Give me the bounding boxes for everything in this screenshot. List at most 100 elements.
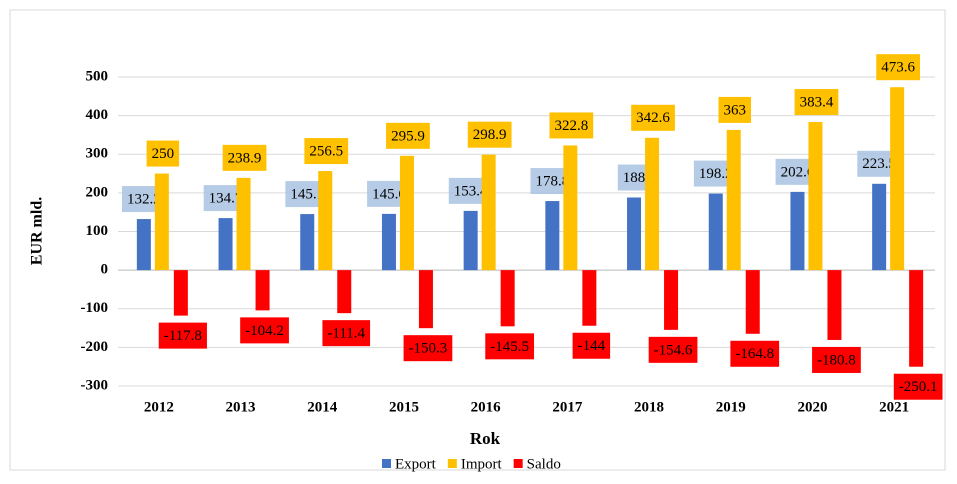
data-label: 153.4 [454, 183, 488, 199]
bar [664, 270, 679, 330]
data-label: -250.1 [899, 379, 938, 395]
bar [582, 270, 597, 326]
x-tick-label: 2021 [879, 399, 909, 415]
data-label-bg [794, 89, 839, 116]
y-tick-label: 500 [86, 68, 109, 84]
bar [481, 154, 496, 271]
bar [337, 270, 352, 314]
data-label-bg [158, 322, 207, 349]
data-label-bg [876, 54, 921, 81]
bar [872, 183, 887, 271]
data-label: 145.1 [290, 187, 324, 203]
data-label-bg [730, 340, 780, 367]
bar [136, 219, 151, 271]
bar [173, 270, 188, 316]
x-tick-label: 2016 [471, 399, 502, 415]
y-tick-label: 400 [86, 107, 109, 123]
data-label-bg [222, 144, 267, 171]
bar [255, 270, 270, 311]
data-label-bg [386, 122, 430, 149]
data-label: 298.9 [473, 127, 507, 143]
bar [645, 137, 660, 271]
data-label-bg [617, 164, 651, 191]
data-label: 145.6 [372, 186, 406, 202]
data-label: 178.8 [535, 174, 569, 190]
y-tick-label: -300 [81, 377, 109, 393]
data-label: -150.3 [409, 341, 448, 357]
legend-label: Saldo [527, 456, 561, 472]
data-label-bg [572, 332, 611, 359]
data-label-bg [893, 373, 943, 400]
bar [808, 122, 823, 271]
data-label: 132.2 [127, 192, 161, 208]
data-label: -144 [578, 338, 606, 354]
data-label: 250 [152, 146, 175, 162]
data-label: -154.6 [654, 342, 693, 358]
bar [563, 145, 578, 271]
x-tick-label: 2018 [634, 399, 664, 415]
data-label: 223.5 [862, 156, 896, 172]
bar [418, 270, 433, 329]
legend-swatch [382, 459, 391, 468]
x-tick-label: 2017 [552, 399, 583, 415]
data-label: -145.5 [490, 339, 529, 355]
bar [890, 87, 905, 271]
data-label-bg [467, 121, 512, 148]
y-tick-label: 200 [86, 184, 109, 200]
data-label-bg [812, 346, 861, 373]
data-label: 134.7 [209, 191, 243, 207]
data-label: -180.8 [817, 352, 856, 368]
data-label-bg [648, 336, 698, 363]
x-tick-label: 2014 [307, 399, 338, 415]
bar [154, 173, 169, 271]
bar [545, 201, 560, 271]
bar [463, 210, 478, 271]
bar [500, 270, 515, 327]
x-tick-label: 2013 [226, 399, 256, 415]
y-tick-label: -200 [81, 339, 109, 355]
x-tick-label: 2020 [797, 399, 827, 415]
data-label: -164.8 [735, 346, 774, 362]
data-label: -111.4 [327, 326, 365, 342]
bar [827, 270, 842, 340]
data-label: -117.8 [164, 328, 202, 344]
data-label-bg [485, 333, 535, 360]
bar [726, 129, 741, 271]
data-label-bg [322, 320, 371, 347]
data-label: 322.8 [554, 118, 588, 134]
legend-swatch [513, 459, 523, 468]
data-label: 383.4 [800, 94, 834, 110]
y-axis-title: EUR mld. [29, 197, 46, 265]
data-label: 202.6 [781, 164, 815, 180]
data-label-bg [718, 96, 751, 123]
bar [790, 191, 805, 271]
bar [399, 155, 414, 271]
x-tick-label: 2015 [389, 399, 419, 415]
x-tick-label: 2012 [144, 399, 174, 415]
y-tick-label: -100 [81, 300, 109, 316]
data-label-bg [304, 138, 349, 165]
bar [745, 270, 760, 334]
x-axis-title: Rok [470, 429, 501, 448]
bar [318, 171, 333, 271]
x-tick-label: 2019 [716, 399, 746, 415]
data-label-bg [146, 140, 180, 167]
data-label: 473.6 [881, 60, 915, 76]
y-tick-label: 300 [86, 146, 109, 162]
y-tick-label: 0 [101, 262, 109, 278]
data-label: 295.9 [391, 128, 425, 144]
data-label: 198.2 [699, 166, 733, 182]
data-label-bg [549, 112, 594, 139]
bar [300, 214, 315, 271]
bar [236, 177, 251, 271]
legend-label: Export [395, 456, 437, 472]
bar [218, 218, 233, 271]
data-label: 188 [623, 170, 646, 186]
bar [708, 193, 723, 271]
legend-label: Import [461, 456, 503, 472]
data-label-bg [240, 317, 289, 344]
y-tick-label: 100 [86, 223, 109, 239]
data-label: 256.5 [309, 143, 343, 159]
data-label-bg [403, 335, 453, 362]
data-label: 238.9 [228, 150, 262, 166]
